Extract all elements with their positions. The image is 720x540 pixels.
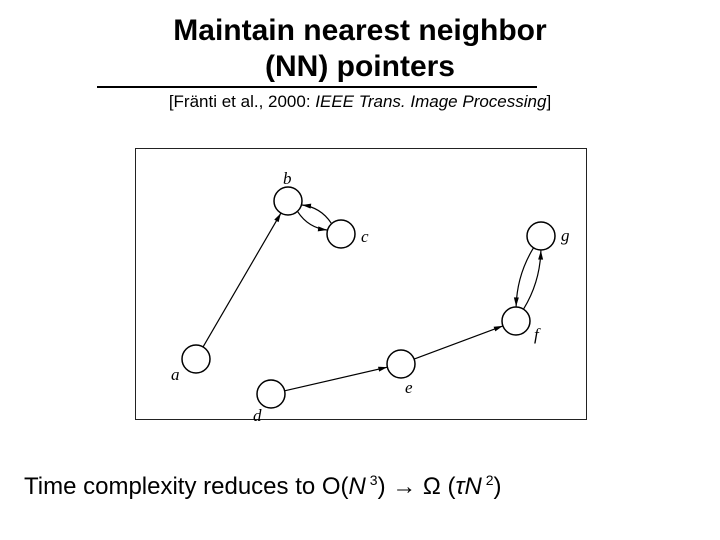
node-label-e: e <box>405 378 413 397</box>
node-b <box>274 187 302 215</box>
complexity-line: Time complexity reduces to O(N 3) → Ω (τ… <box>24 472 502 501</box>
citation-journal: IEEE Trans. Image Processing <box>315 92 546 111</box>
title-line2: (NN) pointers <box>0 50 720 84</box>
edge-d-e <box>285 367 388 391</box>
node-f <box>502 307 530 335</box>
citation: [Fränti et al., 2000: IEEE Trans. Image … <box>0 92 720 112</box>
edge-b-c <box>298 212 327 230</box>
arrowhead-icon <box>494 326 503 331</box>
cxty-mid2: Ω ( <box>416 473 455 500</box>
node-a <box>182 345 210 373</box>
edge-e-f <box>414 326 503 359</box>
arrowhead-icon <box>514 297 519 306</box>
cxty-tau: τ <box>456 473 465 500</box>
title-underline <box>97 86 537 88</box>
nn-diagram-svg: a b c d e f g <box>136 149 588 421</box>
node-label-g: g <box>561 226 570 245</box>
arrowhead-icon <box>538 251 543 260</box>
node-label-d: d <box>253 406 262 421</box>
cxty-var1: N <box>349 473 366 500</box>
citation-prefix: [Fränti et al., 2000: <box>169 92 315 111</box>
cxty-prefix: Time complexity reduces to O( <box>24 473 349 500</box>
title-line1: Maintain nearest neighbor <box>0 14 720 48</box>
node-label-b: b <box>283 169 292 188</box>
cxty-exp2: 2 <box>482 472 494 488</box>
cxty-exp1: 3 <box>366 472 378 488</box>
node-label-c: c <box>361 227 369 246</box>
node-c <box>327 220 355 248</box>
arrowhead-icon <box>274 213 281 222</box>
edge-a-b <box>203 213 281 347</box>
citation-suffix: ] <box>546 92 551 111</box>
node-g <box>527 222 555 250</box>
cxty-mid1: ) <box>378 473 393 500</box>
node-label-f: f <box>534 325 541 344</box>
node-label-a: a <box>171 365 180 384</box>
node-d <box>257 380 285 408</box>
arrow-icon: → <box>392 473 416 500</box>
arrowhead-icon <box>378 367 387 372</box>
cxty-var2: N <box>465 473 482 500</box>
arrowhead-icon <box>302 204 311 209</box>
nn-diagram: a b c d e f g <box>135 148 587 420</box>
cxty-suffix: ) <box>494 473 502 500</box>
node-e <box>387 350 415 378</box>
edge-c-b <box>302 205 331 223</box>
arrowhead-icon <box>318 226 327 231</box>
